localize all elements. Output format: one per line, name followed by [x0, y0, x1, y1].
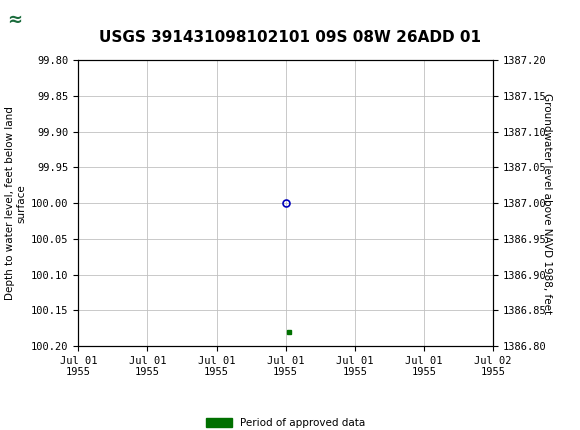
Y-axis label: Groundwater level above NAVD 1988, feet: Groundwater level above NAVD 1988, feet	[542, 92, 552, 314]
Y-axis label: Depth to water level, feet below land
surface: Depth to water level, feet below land su…	[5, 106, 27, 300]
Legend: Period of approved data: Period of approved data	[202, 414, 369, 430]
Text: USGS: USGS	[42, 12, 93, 29]
Text: ≈: ≈	[8, 11, 23, 29]
Text: USGS 391431098102101 09S 08W 26ADD 01: USGS 391431098102101 09S 08W 26ADD 01	[99, 30, 481, 45]
FancyBboxPatch shape	[5, 4, 37, 37]
